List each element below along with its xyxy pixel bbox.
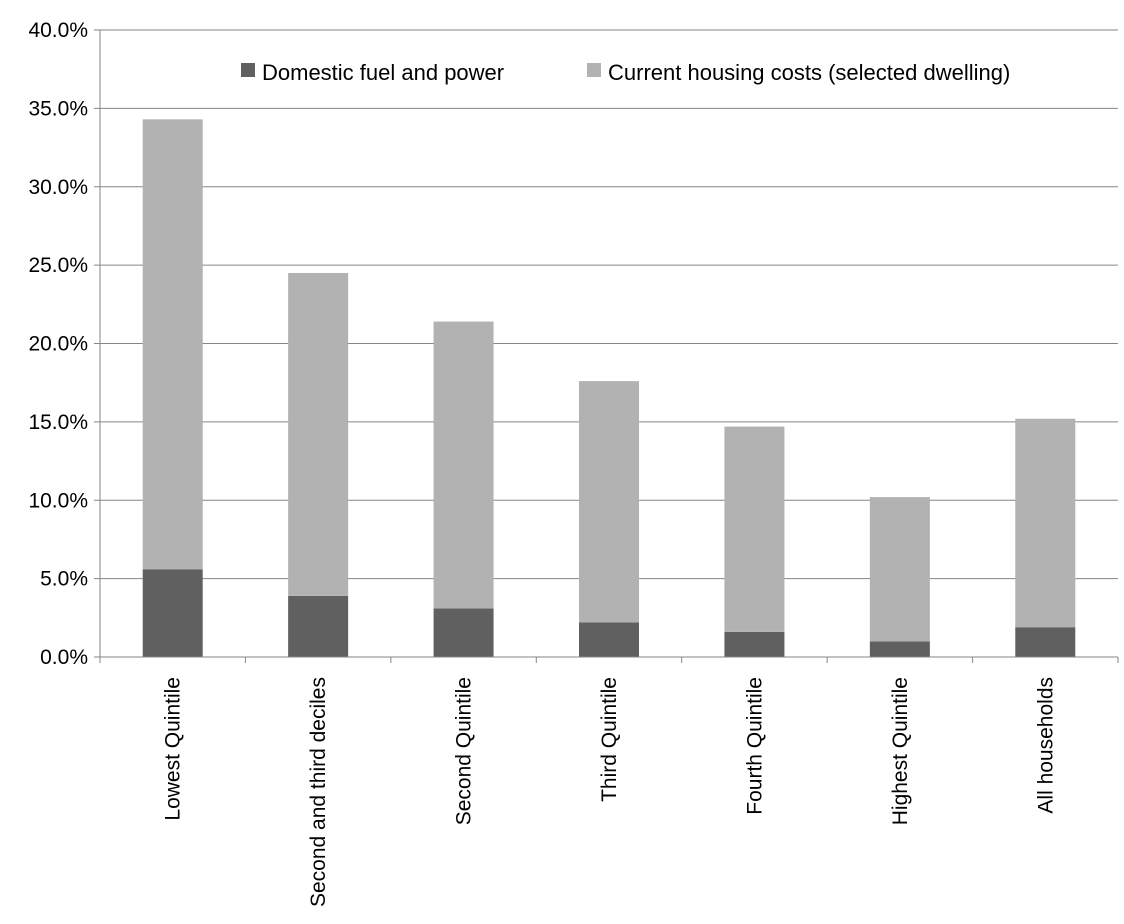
bar-segment-housing [1015, 418, 1076, 628]
y-tick-label: 10.0% [28, 489, 88, 512]
bar-segment-fuel [724, 631, 785, 657]
bar-segment-fuel [142, 569, 203, 657]
bar-segment-housing [433, 321, 494, 609]
y-tick-label: 5.0% [40, 568, 88, 591]
x-tick-label: Lowest Quintile [162, 677, 185, 821]
x-tick-label: Third Quintile [598, 677, 621, 802]
x-tick-label: Fourth Quintile [743, 677, 766, 815]
x-tick-label: Highest Quintile [889, 677, 912, 825]
bar-segment-fuel [1015, 627, 1076, 657]
y-tick-label: 40.0% [28, 19, 88, 42]
x-tick-label: Second Quintile [453, 677, 476, 825]
bar-segment-fuel [288, 595, 349, 657]
bar-segment-housing [724, 426, 785, 632]
x-tick-label: All households [1034, 677, 1057, 814]
legend: Domestic fuel and power Current housing … [241, 60, 1010, 85]
y-tick-label: 25.0% [28, 254, 88, 277]
bar-segment-housing [288, 272, 349, 596]
bars [142, 119, 1076, 657]
legend-swatch-fuel [241, 63, 255, 77]
bar-segment-fuel [579, 622, 639, 657]
bar-segment-housing [869, 497, 930, 642]
x-axis: Lowest Quintile Second and third deciles S… [99, 656, 1119, 907]
legend-swatch-housing [587, 63, 601, 77]
legend-label-housing: Current housing costs (selected dwelling… [608, 60, 1010, 85]
bar-segment-housing [142, 119, 203, 570]
y-axis: 0.0% 5.0% 10.0% 15.0% 20.0% 25.0% 30.0% 35.0% 40… [28, 19, 101, 669]
y-tick-label: 15.0% [28, 411, 88, 434]
bar-segment-housing [579, 381, 639, 623]
x-tick-label: Second and third deciles [307, 677, 330, 907]
y-tick-label: 35.0% [28, 97, 88, 120]
bar-segment-fuel [433, 608, 494, 657]
bar-segment-fuel [869, 641, 930, 657]
y-tick-label: 20.0% [28, 333, 88, 356]
y-tick-label: 30.0% [28, 176, 88, 199]
y-tick-label: 0.0% [40, 646, 88, 669]
legend-label-fuel: Domestic fuel and power [262, 60, 504, 85]
